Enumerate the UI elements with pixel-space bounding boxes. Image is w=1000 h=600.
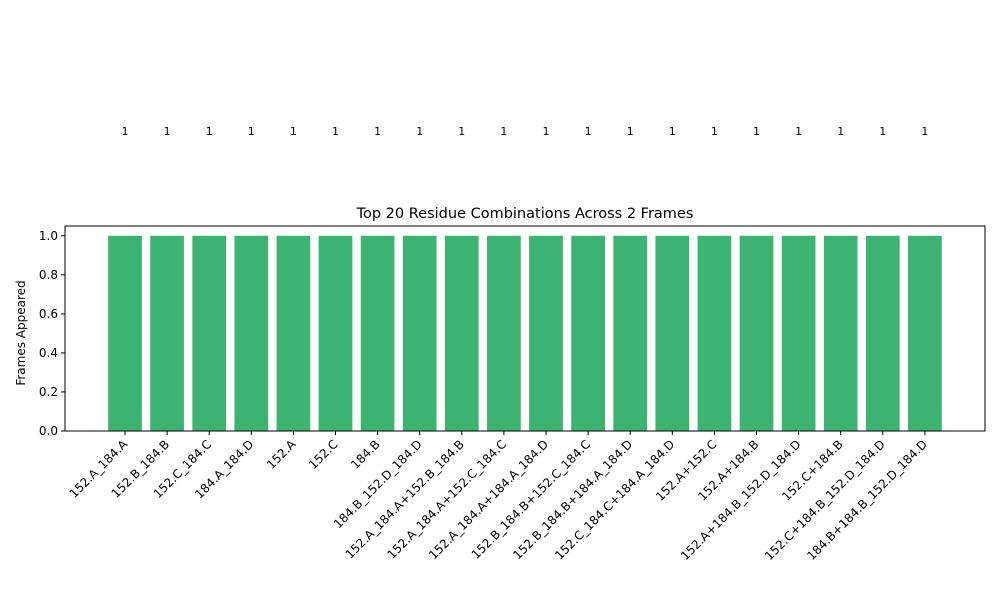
x-tick-label: 152.A xyxy=(264,437,299,472)
plot-frame xyxy=(64,225,986,432)
bar-data-label: 1 xyxy=(248,125,255,138)
bar-data-label: 1 xyxy=(711,125,718,138)
bar-data-label: 1 xyxy=(585,125,592,138)
bar-data-label: 1 xyxy=(374,125,381,138)
bar-data-label: 1 xyxy=(627,125,634,138)
x-tick-label: 152.C xyxy=(306,437,341,472)
bar xyxy=(697,235,732,431)
y-axis: 0.0 0.2 0.4 0.6 0.8 1.0 xyxy=(39,229,65,438)
bar-data-label: 1 xyxy=(458,125,465,138)
y-axis-label: Frames Appeared xyxy=(14,280,28,385)
bar xyxy=(571,235,605,431)
bar xyxy=(823,235,858,431)
bar xyxy=(192,235,227,431)
y-tick-label: 0.2 xyxy=(39,385,58,399)
bar xyxy=(444,235,479,431)
bar xyxy=(402,235,437,431)
bar-data-label: 1 xyxy=(753,125,760,138)
bar xyxy=(739,235,774,431)
bar xyxy=(150,235,184,431)
x-tick-label: 184.B xyxy=(348,437,383,472)
bar xyxy=(108,235,142,431)
bar-data-label: 1 xyxy=(500,125,507,138)
bar xyxy=(360,235,395,431)
bar-data-label: 1 xyxy=(669,125,676,138)
bar-data-label: 1 xyxy=(164,125,171,138)
bar xyxy=(529,235,563,431)
bar xyxy=(655,235,690,431)
bar-data-label: 1 xyxy=(543,125,550,138)
x-axis: 152.A_184.A152.B_184.B152.C_184.C184.A_1… xyxy=(67,431,930,563)
bar-data-label: 1 xyxy=(206,125,213,138)
bar-data-label: 1 xyxy=(921,125,928,138)
bar xyxy=(487,235,521,431)
bar xyxy=(613,235,648,431)
bar-data-label: 1 xyxy=(290,125,297,138)
bar-data-label: 1 xyxy=(837,125,844,138)
bar xyxy=(234,235,269,431)
y-tick-label: 0.0 xyxy=(39,424,58,438)
bar-data-label: 1 xyxy=(416,125,423,138)
bar-data-label: 1 xyxy=(332,125,339,138)
data-labels-group: 1 1 1 1 1 1 1 1 1 1 1 1 1 1 1 1 1 1 1 1 xyxy=(122,125,929,138)
y-tick-label: 1.0 xyxy=(39,229,58,243)
bar xyxy=(781,235,816,431)
bar xyxy=(865,235,900,431)
y-tick-label: 0.4 xyxy=(39,346,58,360)
bars-group xyxy=(108,235,942,431)
bar xyxy=(318,235,353,431)
chart-title: Top 20 Residue Combinations Across 2 Fra… xyxy=(356,206,694,222)
y-tick-label: 0.8 xyxy=(39,268,58,282)
y-tick-label: 0.6 xyxy=(39,307,58,321)
bar-data-label: 1 xyxy=(795,125,802,138)
bar-data-label: 1 xyxy=(122,125,129,138)
bar xyxy=(908,235,942,431)
bar-data-label: 1 xyxy=(879,125,886,138)
bar xyxy=(276,235,311,431)
